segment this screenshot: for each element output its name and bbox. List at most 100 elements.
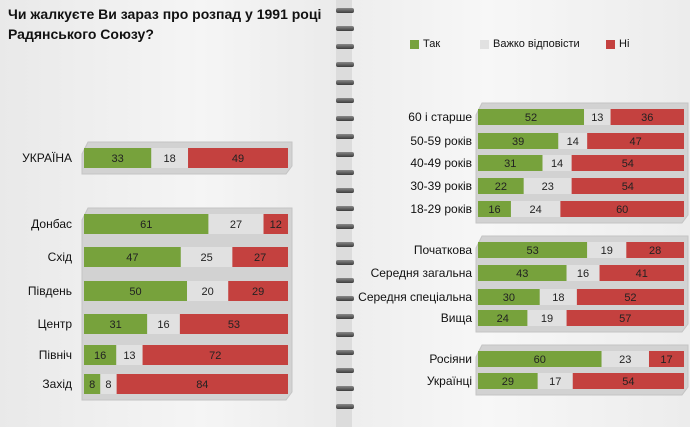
chart-backplate [81,207,293,401]
bar-value-label: 53 [526,245,538,257]
bar-segment-yes [478,133,559,149]
bar-segment-hard-to-say [147,314,180,334]
legend-item-hard-to-say: Важко відповісти [480,38,580,50]
bar-value-label: 61 [140,219,152,231]
bar-value-label: 49 [232,153,244,165]
bar-value-label: 47 [629,136,641,148]
bar-value-label: 13 [123,350,135,362]
bar-value-label: 36 [641,112,653,124]
bar-value-label: 54 [622,376,634,388]
legend-label-no: Ні [619,38,630,50]
bar-value-label: 20 [202,286,214,298]
binding-ring [336,278,354,283]
binding-ring [336,332,354,337]
row-label: Вища [441,311,473,325]
binding-ring [336,116,354,121]
bar-segment-no [571,178,684,194]
binding-ring [336,8,354,13]
bar-segment-yes [478,201,511,217]
bar-segment-no [599,265,684,281]
notebook-spine [336,0,352,427]
bar-segment-yes [84,374,101,394]
bar-value-label: 16 [94,350,106,362]
bar-value-label: 72 [209,350,221,362]
bar-value-label: 17 [660,354,672,366]
binding-ring [336,260,354,265]
row-label: Південь [28,284,72,298]
bar-value-label: 16 [577,268,589,280]
bar-segment-yes [478,351,602,367]
bar-segment-no [626,242,684,258]
bar-segment-no [263,214,288,234]
bar-segment-yes [478,265,567,281]
bar-value-label: 12 [270,219,282,231]
bar-segment-yes [478,155,543,171]
binding-ring [336,350,354,355]
chart-title: Чи жалкуєте Ви зараз про розпад у 1991 р… [8,6,322,42]
bar-value-label: 41 [636,268,648,280]
binding-ring [336,98,354,103]
bar-value-label: 19 [541,313,553,325]
bar-segment-hard-to-say [542,155,572,171]
binding-ring [336,386,354,391]
bar-value-label: 24 [497,313,509,325]
row-label: Центр [38,317,73,331]
legend-item-no: Ні [606,38,629,50]
bar-segment-hard-to-say [523,178,572,194]
binding-ring [336,404,354,409]
row-label: 60 і старше [408,110,472,124]
row-label: 18-29 років [410,202,472,216]
bar-segment-yes [84,314,148,334]
bar-value-label: 30 [503,292,515,304]
bar-value-label: 14 [567,136,579,148]
row-label: Середня загальна [371,266,473,280]
row-label: Північ [39,348,72,362]
bar-value-label: 23 [542,181,554,193]
bar-value-label: 16 [488,204,500,216]
binding-ring [336,206,354,211]
bar-value-label: 29 [502,376,514,388]
bar-value-label: 60 [534,354,546,366]
binding-ring [336,188,354,193]
bar-segment-yes [478,310,528,326]
bar-segment-no [572,373,684,389]
bar-value-label: 28 [649,245,661,257]
legend-item-yes: Так [410,38,440,50]
bar-segment-yes [84,345,117,365]
bar-segment-yes [478,373,538,389]
bar-value-label: 25 [200,252,212,264]
bar-segment-hard-to-say [187,281,229,301]
bar-segment-no [560,201,684,217]
bar-value-label: 57 [619,313,631,325]
binding-ring [336,62,354,67]
bar-segment-hard-to-say [180,247,233,267]
binding-ring [336,134,354,139]
binding-ring [336,314,354,319]
bar-value-label: 54 [622,181,634,193]
bar-segment-no [566,310,684,326]
row-label: Середня спеціальна [358,290,472,304]
bar-value-label: 17 [549,376,561,388]
binding-ring [336,26,354,31]
bar-value-label: 24 [530,204,542,216]
bar-value-label: 23 [619,354,631,366]
bar-value-label: 84 [196,379,208,391]
bar-value-label: 31 [109,319,121,331]
row-label: 30-39 років [410,179,472,193]
bar-segment-hard-to-say [151,148,189,168]
binding-ring [336,224,354,229]
bar-segment-hard-to-say [539,289,577,305]
bar-segment-no [188,148,288,168]
bar-value-label: 54 [622,158,634,170]
legend-label-hard-to-say: Важко відповісти [493,38,580,50]
bar-segment-hard-to-say [208,214,264,234]
row-label: Росіяни [429,352,472,366]
bar-segment-hard-to-say [527,310,567,326]
bar-segment-yes [84,214,209,234]
bar-segment-no [610,109,684,125]
bar-segment-no [648,351,684,367]
bar-segment-yes [478,289,540,305]
bar-segment-hard-to-say [601,351,649,367]
bar-value-label: 18 [552,292,564,304]
